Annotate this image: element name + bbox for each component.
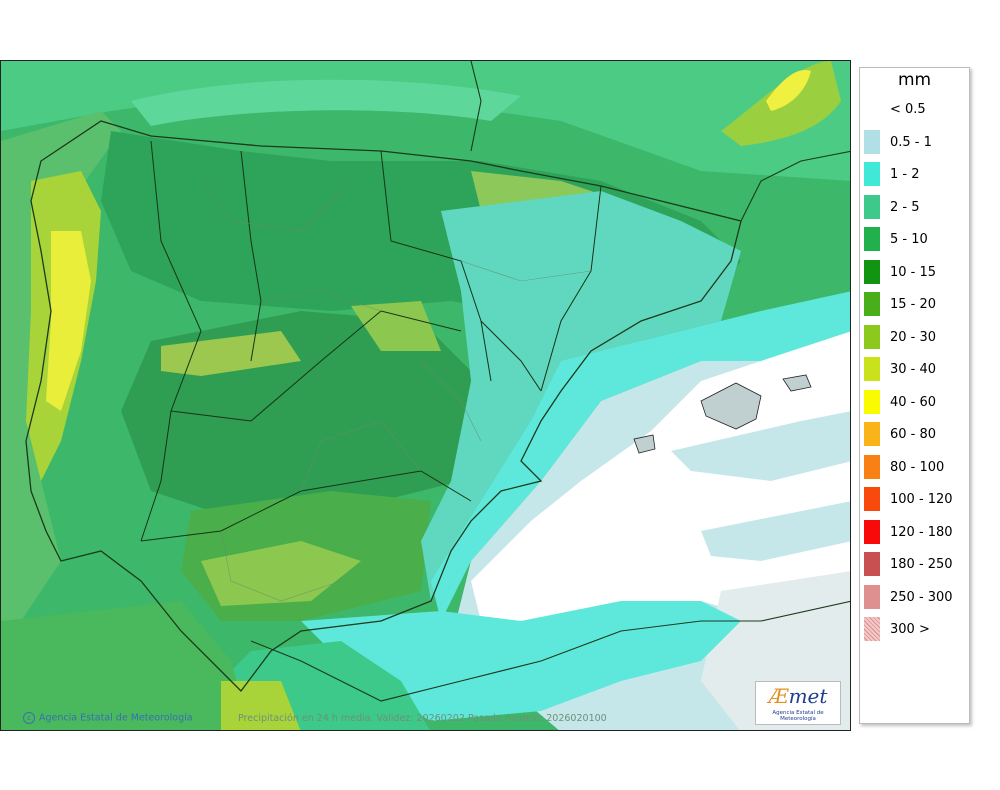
legend-item: < 0.5: [864, 97, 968, 121]
legend-label: 20 - 30: [890, 329, 937, 345]
legend-item: 15 - 20: [864, 292, 968, 316]
legend-item: 300 >: [864, 617, 968, 641]
legend-swatch: [864, 454, 880, 479]
legend-label: 0.5 - 1: [890, 134, 932, 150]
legend-swatch: [864, 519, 880, 544]
legend-item: 1 - 2: [864, 162, 968, 186]
precipitation-legend: mm < 0.5 0.5 - 1 1 - 2 2 - 5 5 - 10 10 - 15 15…: [859, 67, 970, 724]
legend-label: 300 >: [890, 622, 930, 637]
legend-label: 30 - 40: [890, 362, 937, 377]
africa-coast: [250, 600, 850, 702]
legend-item: 30 - 40: [864, 357, 968, 381]
legend-swatch: [864, 129, 880, 154]
legend-item: 2 - 5: [864, 194, 968, 219]
copyright-icon: c: [23, 712, 35, 724]
legend-label: 2 - 5: [890, 199, 920, 215]
legend-label: < 0.5: [890, 102, 926, 117]
mallorca: [700, 382, 762, 430]
legend-item: 180 - 250: [864, 552, 968, 576]
legend-item: 10 - 15: [864, 259, 968, 284]
legend-label: 5 - 10: [890, 232, 928, 247]
legend-item: 40 - 60: [864, 389, 968, 414]
legend-swatch: [864, 357, 880, 381]
legend-label: 10 - 15: [890, 264, 937, 280]
precipitation-map[interactable]: c Agencia Estatal de Meteorología Precipi…: [0, 60, 851, 731]
legend-swatch: [864, 227, 880, 251]
province-borders: [200, 180, 592, 602]
west-coast-max: [46, 231, 91, 411]
france-coast: [470, 61, 850, 222]
legend-label: 60 - 80: [890, 427, 937, 442]
legend-label: 1 - 2: [890, 167, 920, 182]
legend-swatch: [864, 584, 880, 609]
legend-swatch: [864, 292, 880, 316]
legend-item: 0.5 - 1: [864, 129, 968, 154]
legend-swatch: [864, 487, 880, 511]
legend-item: 100 - 120: [864, 487, 968, 511]
legend-unit: mm: [897, 70, 932, 90]
legend-label: 100 - 120: [890, 492, 953, 507]
map-caption: Precipitación en 24 h media. Validez: 20…: [238, 713, 607, 724]
legend-item: 20 - 30: [864, 324, 968, 349]
legend-item: 80 - 100: [864, 454, 968, 479]
map-credit[interactable]: c Agencia Estatal de Meteorología: [23, 712, 193, 724]
ibiza: [633, 434, 656, 454]
legend-swatch: [864, 162, 880, 186]
aemet-logo[interactable]: Æmet Agencia Estatal de Meteorología: [755, 681, 841, 725]
iberia-outline: [25, 120, 742, 692]
legend-item: 120 - 180: [864, 519, 968, 544]
map-canvas: [1, 61, 850, 730]
legend-label: 15 - 20: [890, 297, 937, 312]
legend-item: 250 - 300: [864, 584, 968, 609]
legend-item: 60 - 80: [864, 422, 968, 446]
legend-swatch: [864, 552, 880, 576]
legend-swatch: [864, 389, 880, 414]
legend-label: 40 - 60: [890, 394, 937, 410]
legend-swatch: [864, 617, 880, 641]
legend-label: 120 - 180: [890, 524, 953, 540]
south-cyan: [301, 601, 741, 721]
legend-label: 180 - 250: [890, 557, 953, 572]
legend-swatch: [864, 324, 880, 349]
legend-swatch: [864, 422, 880, 446]
menorca: [782, 374, 812, 392]
legend-label: 250 - 300: [890, 589, 953, 605]
legend-item: 5 - 10: [864, 227, 968, 251]
east-coast-cyan: [431, 291, 850, 621]
legend-swatch: [864, 259, 880, 284]
legend-label: 80 - 100: [890, 459, 945, 475]
legend-swatch: [864, 97, 880, 121]
legend-swatch: [864, 194, 880, 219]
